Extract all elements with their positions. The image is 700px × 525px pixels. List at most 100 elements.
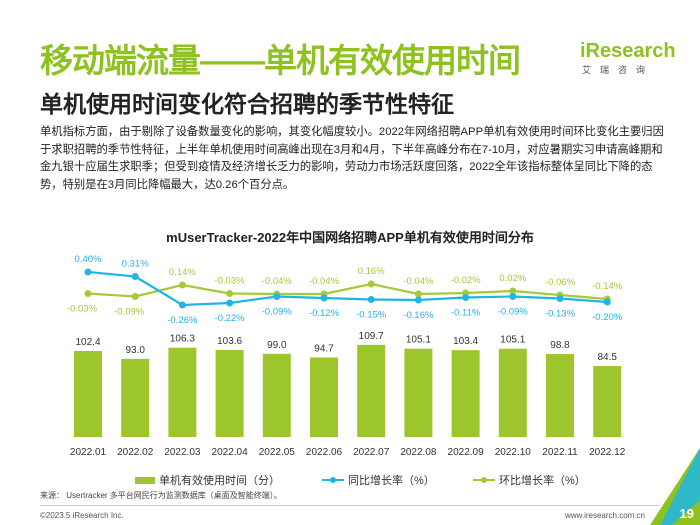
yoy-point [131,273,139,280]
mom-label: 0.16% [358,266,385,277]
bar [168,347,197,437]
legend-yoy-label: 同比增长率（%） [348,475,435,487]
yoy-label: 0.31% [122,259,149,270]
mom-point [414,290,422,298]
x-tick-label: 2022.10 [495,447,532,458]
copyright: ©2023.5 iResearch Inc. [40,511,124,520]
x-tick-label: 2022.05 [259,447,296,458]
mom-label: -0.04% [262,276,293,287]
yoy-label: -0.16% [403,310,434,321]
mom-label: -0.03% [215,276,246,287]
bar [593,366,622,437]
bar [121,358,150,437]
bar [357,344,386,437]
yoy-label: -0.13% [545,309,576,320]
legend-bar: 单机有效使用时间（分） [135,472,280,488]
mom-point [178,281,186,289]
yoy-line [87,270,608,307]
legend-mom-swatch [473,477,495,483]
mom-label: -0.14% [592,281,623,292]
bar-label: 99.0 [267,340,287,351]
chart-title: mUserTracker-2022年中国网络招聘APP单机有效使用时间分布 [166,230,534,245]
yoy-point [462,294,470,301]
yoy-point [509,293,517,300]
bar [451,350,480,437]
bar [262,353,291,437]
legend-bar-swatch [135,476,155,484]
x-tick-label: 2022.04 [212,447,249,458]
x-tick-label: 2022.12 [589,447,626,458]
legend-bar-label: 单机有效使用时间（分） [159,475,280,487]
x-tick-label: 2022.07 [353,447,390,458]
legend-yoy-swatch [322,477,344,483]
bar [310,357,338,437]
legend-mom: 环比增长率（%） [473,472,586,488]
corner-decoration-blue [660,448,700,525]
mom-point [367,280,375,288]
yoy-point [84,268,92,276]
body-text: 单机指标方面，由于剔除了设备数量变化的影响，其变化幅度较小。2022年网络招聘A… [40,126,664,191]
bar-label: 106.3 [170,334,195,345]
website-url: www.iresearch.com.cn [564,511,645,520]
yoy-label: -0.26% [167,315,198,326]
yoy-label: 0.40% [75,254,102,265]
bar [498,348,527,437]
divider [40,505,660,506]
yoy-point [178,301,186,309]
yoy-point [556,295,564,302]
source-note: 来源： Usertracker 多平台网民行为监测数据库（桌面及智能终端）。 [40,491,282,500]
mom-label: -0.04% [309,276,340,287]
mom-line [87,282,608,301]
yoy-label: -0.09% [262,307,293,318]
bar-label: 109.7 [359,331,384,342]
yoy-point [226,299,234,307]
x-tick-label: 2022.02 [117,447,154,458]
bar-label: 93.0 [125,345,145,356]
mom-label: 0.14% [169,267,196,278]
bar-label: 103.6 [217,336,242,347]
mom-label: -0.09% [114,307,145,318]
logo-brand: iResearch [580,40,676,62]
yoy-point [320,294,328,302]
yoy-label: -0.22% [215,313,246,324]
yoy-label: -0.11% [451,308,481,319]
yoy-label: -0.09% [498,307,529,318]
bar-label: 84.5 [597,352,617,363]
page-title: 移动端流量——单机有效使用时间 [40,42,521,79]
mom-label: -0.02% [451,275,482,286]
x-tick-label: 2022.01 [70,447,107,458]
bar [215,349,244,437]
legend-mom-label: 环比增长率（%） [499,475,586,487]
logo-cn: 艾瑞咨询 [582,65,655,75]
bar-label: 103.4 [453,336,478,347]
yoy-point [603,298,611,306]
bar [404,348,433,437]
yoy-label: -0.20% [592,312,623,323]
page-number: 19 [679,506,694,521]
bar [74,350,102,437]
bar-label: 98.8 [550,340,570,351]
bar-label: 102.4 [75,337,100,348]
bar-label: 105.1 [500,335,525,346]
x-tick-label: 2022.08 [400,447,437,458]
mom-point [226,290,234,297]
yoy-label: -0.15% [356,310,387,321]
bar-label: 105.1 [406,335,431,346]
mom-point [131,293,139,300]
mom-label: 0.02% [499,273,526,284]
x-tick-label: 2022.03 [164,447,201,458]
mom-label: -0.06% [545,277,576,288]
yoy-point [273,293,281,300]
bar-label: 94.7 [314,343,334,354]
yoy-point [367,296,375,303]
mom-point [84,290,92,297]
x-tick-label: 2022.06 [306,447,343,458]
mom-label: -0.04% [403,276,434,287]
bar [546,354,574,437]
yoy-label: -0.12% [309,308,340,319]
mom-label: -0.03% [67,304,98,315]
iresearch-logo: iResearch 艾瑞咨询 [580,40,676,76]
x-tick-label: 2022.11 [542,447,578,458]
